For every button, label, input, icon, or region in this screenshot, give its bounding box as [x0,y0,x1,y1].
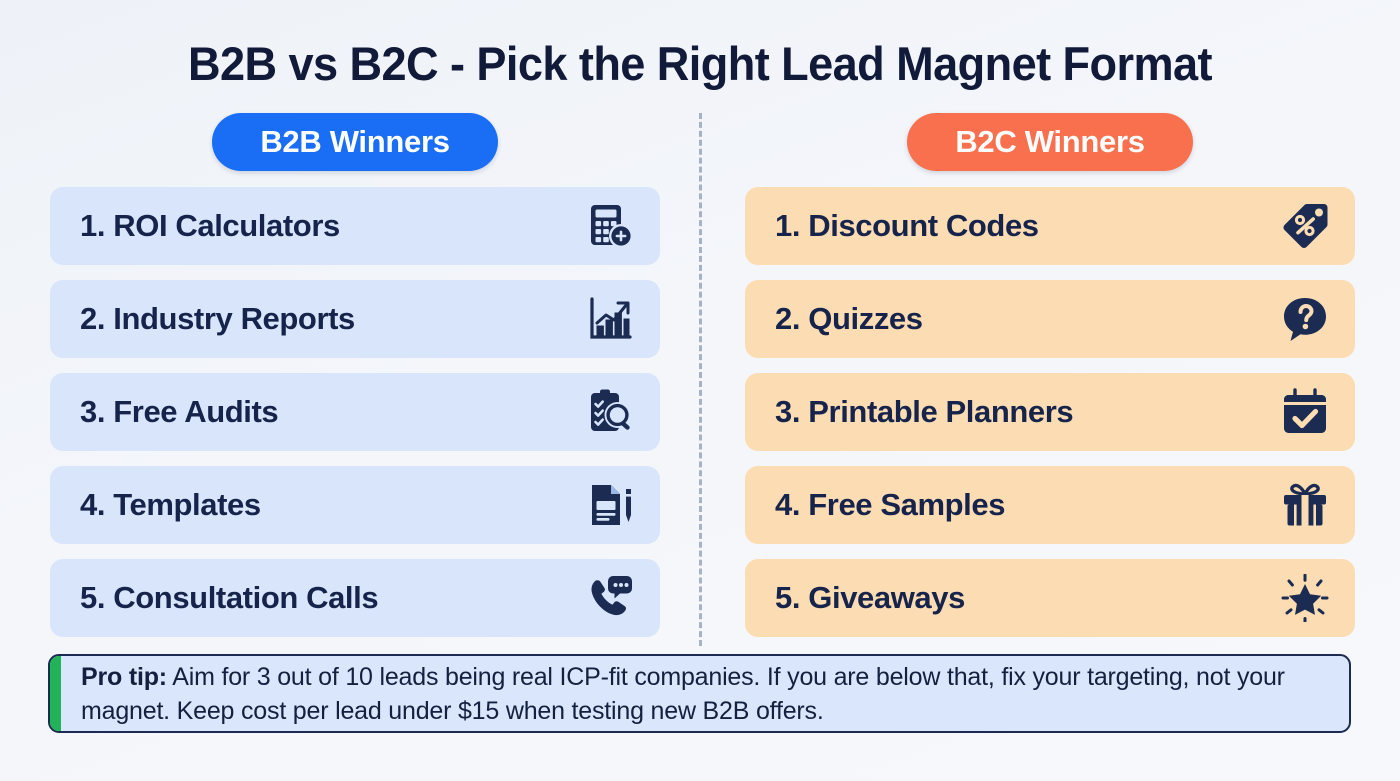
calendar-check-icon [1279,386,1331,438]
list-item[interactable]: 2. Quizzes [745,280,1355,358]
list-item-label: 2. Quizzes [775,301,923,336]
list-item-label: 4. Free Samples [775,487,1006,522]
phone-chat-icon [584,572,636,624]
pro-tip-label: Pro tip: [81,662,167,691]
b2b-column: B2B Winners 1. ROI Calculators [50,113,660,652]
list-item[interactable]: 5. Giveaways [745,559,1355,637]
bar-chart-trend-icon [584,293,636,345]
page-title: B2B vs B2C - Pick the Right Lead Magnet … [188,37,1213,90]
question-bubble-icon [1279,293,1331,345]
list-item[interactable]: 1. Discount Codes [745,187,1355,265]
gift-box-icon [1279,479,1331,531]
list-item[interactable]: 2. Industry Reports [50,280,660,358]
list-item-label: 5. Consultation Calls [80,580,379,615]
list-item[interactable]: 3. Free Audits [50,373,660,451]
list-item-label: 1. ROI Calculators [80,208,340,243]
list-item[interactable]: 4. Templates [50,466,660,544]
list-item-label: 2. Industry Reports [80,301,355,336]
list-item-label: 1. Discount Codes [775,208,1039,243]
list-item-label: 3. Free Audits [80,394,279,429]
b2b-heading-pill: B2B Winners [212,113,498,171]
pro-tip-body: Aim for 3 out of 10 leads being real ICP… [81,662,1285,725]
accent-bar [50,656,61,731]
price-tag-percent-icon [1279,200,1331,252]
pro-tip-text: Pro tip: Aim for 3 out of 10 leads being… [61,660,1349,728]
sparkle-star-icon [1279,572,1331,624]
list-item[interactable]: 4. Free Samples [745,466,1355,544]
pro-tip-banner: Pro tip: Aim for 3 out of 10 leads being… [48,654,1351,733]
list-item-label: 3. Printable Planners [775,394,1074,429]
list-item[interactable]: 1. ROI Calculators [50,187,660,265]
list-item[interactable]: 5. Consultation Calls [50,559,660,637]
document-pen-icon [584,479,636,531]
list-item-label: 5. Giveaways [775,580,965,615]
column-divider [699,113,702,646]
list-item[interactable]: 3. Printable Planners [745,373,1355,451]
list-item-label: 4. Templates [80,487,261,522]
b2c-heading-pill: B2C Winners [907,113,1193,171]
b2c-column: B2C Winners 1. Discount Codes 2. Quizzes [745,113,1355,652]
clipboard-magnifier-icon [584,386,636,438]
calculator-plus-icon [584,200,636,252]
